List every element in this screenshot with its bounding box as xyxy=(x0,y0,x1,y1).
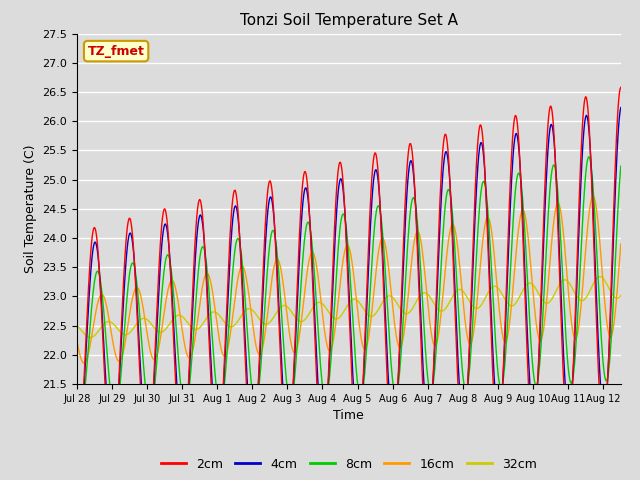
16cm xyxy=(464,336,472,342)
32cm xyxy=(73,323,81,329)
Line: 4cm: 4cm xyxy=(77,108,621,451)
Text: TZ_fmet: TZ_fmet xyxy=(88,45,145,58)
16cm xyxy=(326,348,334,354)
Legend: 2cm, 4cm, 8cm, 16cm, 32cm: 2cm, 4cm, 8cm, 16cm, 32cm xyxy=(156,453,541,476)
32cm xyxy=(306,310,314,316)
16cm xyxy=(589,193,597,199)
32cm xyxy=(596,274,604,279)
2cm xyxy=(149,394,157,399)
Title: Tonzi Soil Temperature Set A: Tonzi Soil Temperature Set A xyxy=(240,13,458,28)
32cm xyxy=(464,296,472,301)
Line: 2cm: 2cm xyxy=(77,87,621,466)
32cm xyxy=(75,325,83,331)
8cm xyxy=(477,190,484,195)
16cm xyxy=(75,348,83,354)
8cm xyxy=(306,223,314,228)
2cm xyxy=(617,84,625,90)
4cm xyxy=(477,140,484,145)
8cm xyxy=(464,382,472,387)
2cm xyxy=(463,396,471,401)
4cm xyxy=(306,215,314,220)
8cm xyxy=(76,413,84,419)
4cm xyxy=(74,448,81,454)
32cm xyxy=(150,324,157,330)
16cm xyxy=(80,360,88,366)
32cm xyxy=(477,302,484,308)
2cm xyxy=(305,201,313,207)
4cm xyxy=(76,440,84,445)
2cm xyxy=(476,122,484,128)
Line: 32cm: 32cm xyxy=(77,276,621,337)
32cm xyxy=(326,312,334,317)
4cm xyxy=(617,105,625,110)
8cm xyxy=(150,393,157,398)
16cm xyxy=(73,337,81,343)
4cm xyxy=(326,344,334,349)
2cm xyxy=(75,454,83,459)
8cm xyxy=(326,367,334,373)
16cm xyxy=(477,256,484,262)
X-axis label: Time: Time xyxy=(333,409,364,422)
32cm xyxy=(617,292,625,298)
2cm xyxy=(326,350,333,356)
8cm xyxy=(585,154,593,160)
16cm xyxy=(150,357,157,362)
Y-axis label: Soil Temperature (C): Soil Temperature (C) xyxy=(24,144,36,273)
Line: 16cm: 16cm xyxy=(77,196,621,363)
4cm xyxy=(150,385,157,391)
8cm xyxy=(75,412,83,418)
16cm xyxy=(306,255,314,261)
Line: 8cm: 8cm xyxy=(77,157,621,416)
4cm xyxy=(464,381,472,387)
8cm xyxy=(73,403,81,408)
32cm xyxy=(87,335,95,340)
4cm xyxy=(73,447,81,453)
2cm xyxy=(73,463,81,468)
16cm xyxy=(617,241,625,247)
8cm xyxy=(617,163,625,169)
